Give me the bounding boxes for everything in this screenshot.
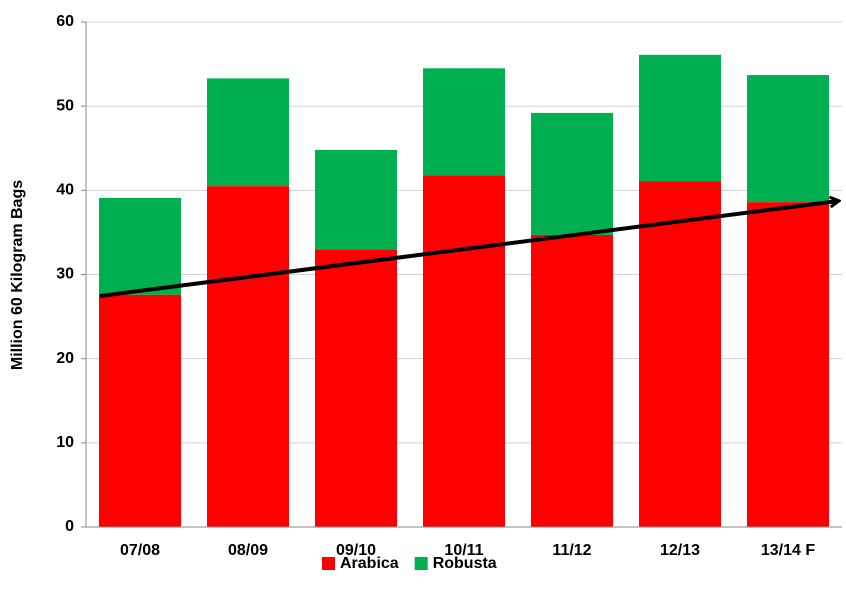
bar-segment	[315, 149, 397, 250]
x-tick-label: 11/12	[552, 542, 591, 559]
bar-segment	[639, 181, 721, 527]
y-tick-label: 40	[56, 182, 74, 199]
trend-arrow	[99, 201, 838, 298]
x-tick-label: 12/13	[660, 542, 700, 559]
legend-label: Arabica	[340, 555, 399, 572]
bar-segment	[207, 78, 289, 187]
bar-segment	[531, 234, 613, 528]
legend-swatch	[414, 557, 428, 570]
x-tick-label: 07/08	[120, 542, 160, 559]
y-tick-label: 50	[56, 97, 74, 114]
x-tick-label: 10/11	[444, 542, 483, 559]
x-tick-label: 13/14 F	[761, 542, 815, 559]
bar-segment	[423, 68, 505, 176]
bar-segment	[747, 75, 829, 203]
bar-segment	[99, 197, 181, 295]
bar-segment	[423, 175, 505, 527]
y-tick-label: 20	[56, 350, 74, 367]
y-tick-label: 30	[56, 266, 74, 283]
bar-segment	[207, 186, 289, 527]
y-tick-label: 10	[56, 434, 74, 451]
legend-label: Robusta	[433, 555, 497, 572]
y-tick-label: 60	[56, 13, 74, 30]
bars	[99, 54, 829, 528]
y-tick-label: 0	[65, 518, 74, 535]
bar-segment	[747, 202, 829, 527]
x-tick-label: 08/09	[228, 542, 268, 559]
y-axis-title: Million 60 Kilogram Bags	[9, 180, 26, 370]
x-tick-label: 09/10	[336, 542, 376, 559]
bar-segment	[639, 54, 721, 182]
bar-segment	[531, 112, 613, 235]
bar-segment	[99, 294, 181, 527]
legend-swatch	[322, 557, 335, 570]
bar-segment	[315, 249, 397, 527]
